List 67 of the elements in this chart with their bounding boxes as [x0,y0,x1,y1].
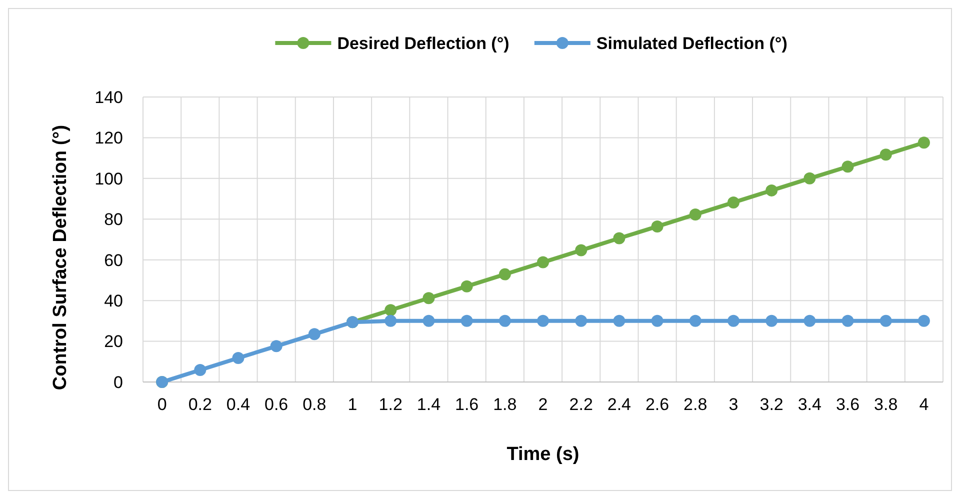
y-tick-label: 80 [104,210,123,230]
point [575,314,588,327]
point [194,364,206,376]
y-tick-label: 100 [94,169,123,188]
legend-label: Simulated Deflection (°) [596,34,788,53]
point [804,314,816,327]
x-tick-label: 1.4 [416,395,441,414]
x-tick-label: 3.6 [836,395,860,414]
x-tick-label: 2.4 [607,395,632,414]
x-tick-label: 4 [919,395,929,414]
point [575,244,588,256]
y-tick-label: 40 [104,292,123,311]
point [270,340,282,352]
point [689,208,702,220]
y-tick-label: 20 [104,332,123,352]
point [727,314,740,327]
point [384,304,397,316]
x-tick-label: 1 [348,395,358,414]
point [880,148,892,161]
x-tick-label: 2.2 [569,395,593,414]
point [460,280,473,292]
point [766,314,778,327]
point [498,314,511,327]
x-tick-label: 0.6 [264,395,288,414]
x-tick-label: 2 [538,395,548,414]
point [651,220,664,232]
x-tick-label: 0 [157,395,167,414]
x-tick-label: 3 [728,395,738,414]
point [727,196,740,208]
point [804,172,816,184]
point [232,352,244,364]
point [689,314,702,327]
point [613,314,626,327]
x-tick-label: 3.8 [874,395,898,414]
x-tick-label: 3.2 [760,395,784,414]
point [842,160,854,173]
x-tick-label: 0.8 [302,395,326,414]
x-tick-label: 2.8 [684,395,708,414]
x-tick-label: 3.4 [798,395,822,414]
point [918,314,930,327]
point [842,314,854,327]
y-tick-label: 140 [94,88,123,107]
point [651,314,664,327]
y-tick-label: 120 [94,128,123,148]
point [308,328,320,340]
x-tick-label: 1.8 [493,395,517,414]
y-tick-label: 0 [114,372,123,392]
point [918,136,930,149]
point [460,314,473,327]
point [422,314,435,327]
point [537,314,549,327]
point [613,232,626,244]
x-tick-label: 1.6 [454,395,479,414]
point [498,268,511,280]
x-tick-label: 0.2 [188,395,212,414]
x-tick-label: 1.2 [378,395,402,414]
point [766,184,778,196]
x-tick-label: 2.6 [645,395,670,414]
x-axis-title: Time (s) [506,444,580,465]
point [880,314,892,327]
y-axis-title: Control Surface Deflection (°) [50,124,71,390]
point [384,314,397,327]
y-tick-label: 60 [104,250,123,270]
legend-label: Desired Deflection (°) [337,34,510,53]
point [537,256,549,268]
point [422,292,435,304]
x-tick-label: 0.4 [226,395,250,414]
